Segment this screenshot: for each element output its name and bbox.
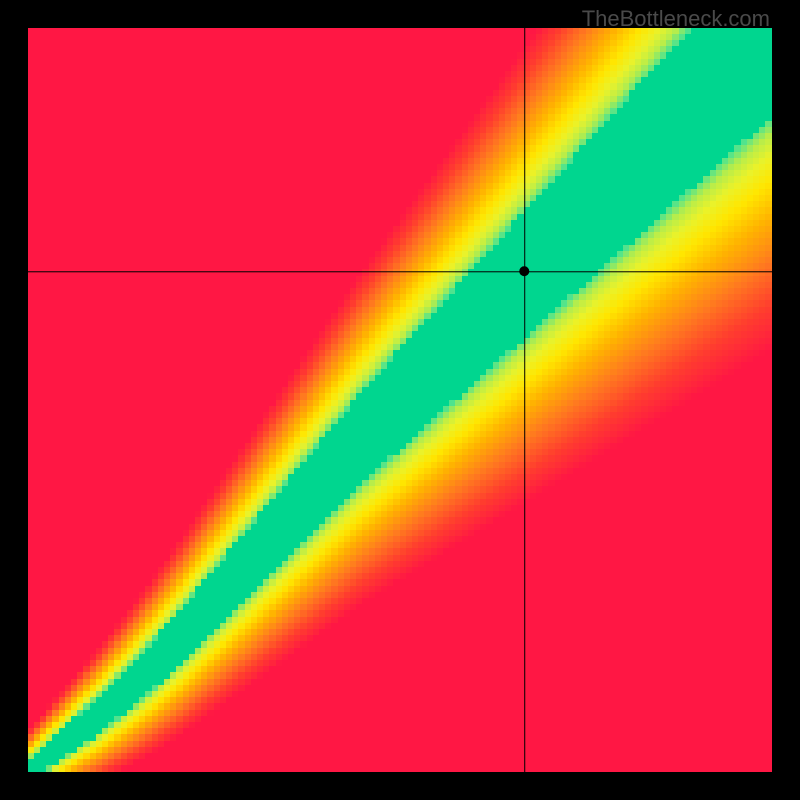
bottleneck-heatmap bbox=[28, 28, 772, 772]
watermark-text: TheBottleneck.com bbox=[582, 6, 770, 32]
